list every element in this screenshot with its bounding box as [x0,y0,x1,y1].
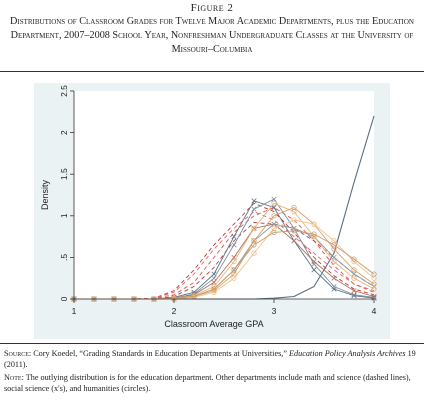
y-tick-label-0: 0 [59,296,69,301]
x-tick-label-3: 4 [372,306,377,316]
series-humanities-3-marker-7 [211,286,217,292]
bottom-rule [0,343,424,344]
top-rule [0,71,424,72]
chart-area: 1 2 3 4 0 .5 1 1.5 2 2.5 Classroom Average GPA De… [34,83,390,339]
series-humanities-1-marker-11 [291,204,297,211]
series-humanities-0-marker-14 [351,275,357,281]
source-journal: Education Policy Analysis Archives [289,349,406,358]
series-social_science-1-marker-14 [351,292,357,298]
series-social_science-1-marker-13 [331,283,337,290]
series-social_science-3-marker-14 [351,271,357,277]
series-humanities-0-marker-15 [371,286,377,292]
series-social_science-1-marker-7 [211,275,217,281]
note-text-block: Note: The outlying distribution is for t… [4,372,420,394]
series-humanities-3-marker-9 [251,242,257,248]
y-axis-label: Density [40,179,50,210]
series-social_science-2-marker-11 [291,238,297,244]
y-tick-label-1: .5 [59,254,69,261]
x-tick-label-1: 2 [172,306,177,316]
density-chart: 1 2 3 4 0 .5 1 1.5 2 2.5 Classroom Average GPA De… [40,85,377,329]
series-social_science-2-marker-15 [371,293,377,300]
x-axis-label: Classroom Average GPA [164,319,263,329]
source-text: Cory Koedel, “Grading Standards in Educa… [33,349,287,358]
series-humanities-3-marker-13 [331,242,337,248]
y-tick-label-2: 1 [59,213,69,218]
x-tick-label-2: 3 [272,306,277,316]
x-tick-label-0: 1 [72,306,77,316]
series-social_science-0-marker-15 [371,295,377,301]
series-humanities-0-marker-13 [331,258,337,265]
series-humanities-1-marker-10 [271,213,277,219]
series-social_science-3-marker-10 [271,221,277,227]
series-humanities-2-marker-8 [231,275,237,281]
series-social_science-2-marker-12 [311,258,317,265]
series-humanities-2-marker-7 [211,289,217,295]
series-humanities-0-marker-8 [231,258,237,265]
tick-layer: 1 2 3 4 0 .5 1 1.5 2 2.5 [59,85,377,316]
y-tick-label-5: 2.5 [59,85,69,97]
series-humanities-2-marker-11 [291,217,297,223]
y-tick-label-3: 1.5 [59,168,69,180]
figure-label: Figure 2 [190,2,234,14]
series-humanities-3-marker-14 [351,256,357,262]
series-humanities-3-marker-15 [371,271,377,277]
series-humanities-1-marker-14 [351,267,357,273]
source-issue: 19 (2011). [4,349,416,369]
series-social_science-1-marker-10 [271,196,277,202]
note-label: Note: [4,373,24,382]
series-humanities-3-marker-10 [271,229,277,236]
series-social_science-0-marker-12 [311,267,317,273]
series-humanities-0-marker-10 [271,200,277,206]
source-note: Source: Cory Koedel, “Grading Standards … [4,348,420,370]
series-social_science-0-marker-10 [271,204,277,211]
series-social_science-2-marker-14 [351,288,357,294]
series-social_science-1-marker-8 [231,242,237,248]
series-humanities-3-marker-8 [231,267,237,273]
series-social_science-1-marker-9 [251,206,257,212]
series-humanities-0-marker-9 [251,225,257,231]
series-humanities-3-marker-11 [291,228,297,234]
series-humanities-2-marker-12 [311,221,317,227]
series-social_science-2-marker-13 [331,275,337,281]
series-humanities-3-marker-12 [311,231,317,237]
note-text: The outlying distribution is for the edu… [4,373,411,393]
figure-title: Distributions of Classroom Grades for Tw… [10,16,414,55]
series-social_science-3-marker-13 [331,254,337,260]
series-humanities-2-marker-9 [251,250,257,256]
plot-region [74,91,374,299]
y-tick-label-4: 2 [59,130,69,135]
series-social_science-0-marker-8 [231,234,237,240]
series-social_science-0-marker-9 [251,198,257,204]
source-label: Source: [4,349,32,358]
series-humanities-1-marker-15 [371,281,377,287]
